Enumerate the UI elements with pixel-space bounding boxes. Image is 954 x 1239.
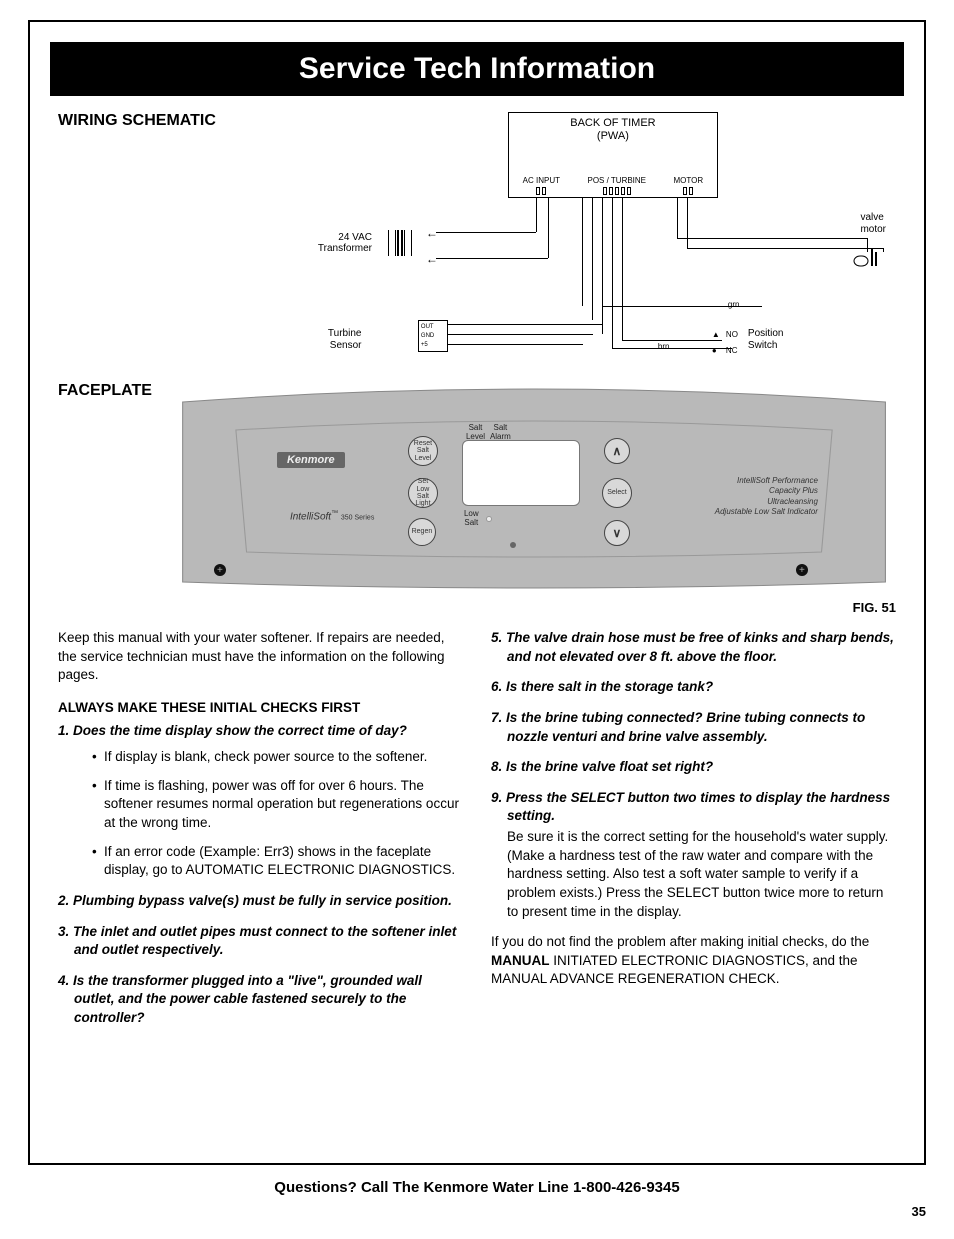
- salt-level-label: Salt Level: [466, 424, 485, 442]
- up-button[interactable]: ∧: [604, 438, 630, 464]
- model-label: IntelliSoft™ 350 Series: [290, 510, 374, 522]
- transformer-label: 24 VAC Transformer: [318, 232, 372, 254]
- faceplate-heading: FACEPLATE: [58, 382, 152, 400]
- timer-box: BACK OF TIMER (PWA) AC INPUT POS / TURBI…: [508, 112, 718, 198]
- nc-label: NC: [726, 346, 738, 355]
- wiring-schematic-diagram: BACK OF TIMER (PWA) AC INPUT POS / TURBI…: [228, 112, 896, 362]
- check-item-8: 8. Is the brine valve float set right?: [491, 758, 896, 777]
- footer-line: Questions? Call The Kenmore Water Line 1…: [28, 1179, 926, 1196]
- check-bullet: If display is blank, check power source …: [92, 748, 463, 767]
- center-dot-icon: [510, 542, 516, 548]
- check-item-9: 9. Press the SELECT button two times to …: [491, 789, 896, 921]
- checks-heading: ALWAYS MAKE THESE INITIAL CHECKS FIRST: [58, 699, 463, 718]
- features-text: IntelliSoft Performance Capacity Plus Ul…: [648, 476, 818, 518]
- check-item-5: 5. The valve drain hose must be free of …: [491, 629, 896, 666]
- check-item-4: 4. Is the transformer plugged into a "li…: [58, 972, 463, 1028]
- turbine-sensor-label: Turbine Sensor: [328, 328, 362, 352]
- check-bullet: If an error code (Example: Err3) shows i…: [92, 843, 463, 880]
- check-item-3: 3. The inlet and outlet pipes must conne…: [58, 923, 463, 960]
- position-switch-label: Position Switch: [748, 328, 784, 352]
- conn-motor-label: MOTOR: [674, 176, 704, 185]
- turbine-sensor-box: OUT GND +5: [418, 320, 448, 352]
- low-salt-indicator-light: [486, 516, 492, 522]
- title-bar: Service Tech Information: [50, 42, 904, 96]
- faceplate-diagram: Kenmore IntelliSoft™ 350 Series Reset Sa…: [172, 382, 896, 592]
- timer-title-1: BACK OF TIMER: [570, 117, 655, 129]
- left-column: Keep this manual with your water softene…: [58, 629, 463, 1040]
- set-low-salt-button[interactable]: Set Low Salt Light: [408, 478, 438, 508]
- screw-icon: +: [796, 564, 808, 576]
- valve-motor-label: valve motor: [860, 212, 886, 236]
- text-columns: Keep this manual with your water softene…: [58, 629, 896, 1040]
- screw-icon: +: [214, 564, 226, 576]
- wire-grn-label: grn: [728, 300, 740, 309]
- nc-symbol: ●: [712, 346, 717, 355]
- reset-salt-button[interactable]: Reset Salt Level: [408, 436, 438, 466]
- intro-paragraph: Keep this manual with your water softene…: [58, 629, 463, 685]
- right-column: 5. The valve drain hose must be free of …: [491, 629, 896, 1040]
- followup-paragraph: If you do not find the problem after mak…: [491, 933, 896, 989]
- check-item-7: 7. Is the brine tubing connected? Brine …: [491, 709, 896, 746]
- low-salt-label: Low Salt: [464, 510, 479, 528]
- content: WIRING SCHEMATIC BACK OF TIMER (PWA) AC …: [30, 112, 924, 1040]
- conn-pos-label: POS / TURBINE: [587, 176, 646, 185]
- check-9-detail: Be sure it is the correct setting for th…: [507, 828, 896, 921]
- wire-brn-label: brn: [658, 342, 670, 351]
- arrow-icon: ←: [426, 226, 438, 240]
- wiring-schematic-section: WIRING SCHEMATIC BACK OF TIMER (PWA) AC …: [58, 112, 896, 362]
- salt-alarm-label: Salt Alarm: [490, 424, 511, 442]
- no-symbol: ▲: [712, 330, 720, 339]
- check-bullet: If time is flashing, power was off for o…: [92, 777, 463, 833]
- display-screen: [462, 440, 580, 506]
- valve-motor-symbol: [852, 242, 880, 273]
- no-label: NO: [726, 330, 738, 339]
- check-item-2: 2. Plumbing bypass valve(s) must be full…: [58, 892, 463, 911]
- page-frame: Service Tech Information WIRING SCHEMATI…: [28, 20, 926, 1165]
- timer-title-2: (PWA): [597, 130, 629, 142]
- regen-button[interactable]: Regen: [408, 518, 436, 546]
- faceplate-section: FACEPLATE Kenmore IntelliSoft™ 350 Serie…: [58, 382, 896, 592]
- brand-badge: Kenmore: [277, 452, 345, 468]
- page-number: 35: [28, 1204, 926, 1219]
- transformer-symbol: [388, 230, 418, 260]
- arrow-icon: ←: [426, 252, 438, 266]
- wiring-schematic-heading: WIRING SCHEMATIC: [58, 112, 216, 130]
- figure-label: FIG. 51: [58, 600, 896, 615]
- down-button[interactable]: ∨: [604, 520, 630, 546]
- check-item-6: 6. Is there salt in the storage tank?: [491, 678, 896, 697]
- conn-ac-label: AC INPUT: [523, 176, 560, 185]
- select-button[interactable]: Select: [602, 478, 632, 508]
- check-item-1: 1. Does the time display show the correc…: [58, 722, 463, 880]
